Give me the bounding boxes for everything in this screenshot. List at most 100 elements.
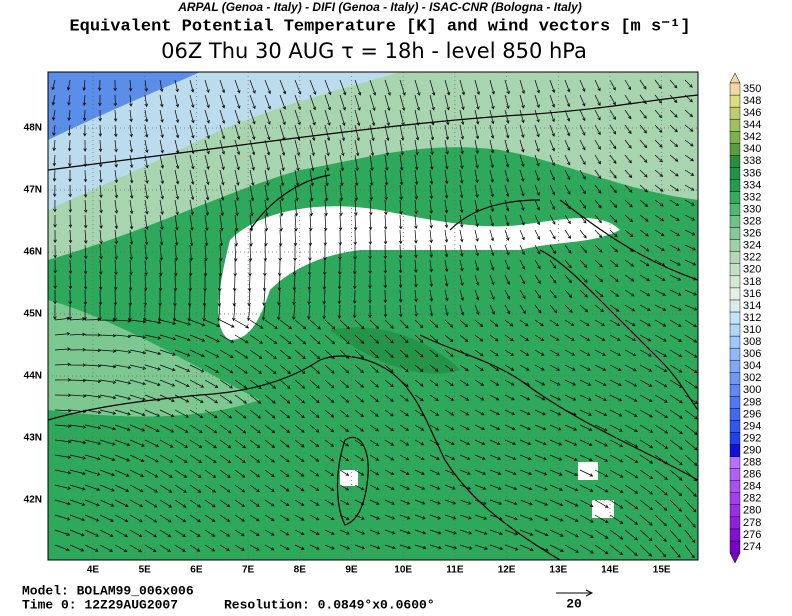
lat-label: 46N bbox=[24, 247, 42, 258]
colorbar-box bbox=[729, 468, 741, 481]
masked-south bbox=[592, 500, 614, 518]
axis-labels: 4E 5E 6E 7E 8E 9E 10E 11E 12E 13E 14E 15E 48N 47N 46N 4… bbox=[24, 123, 671, 576]
colorbar-label: 274 bbox=[743, 541, 761, 553]
model-label: Model: BOLAM99_006x006 bbox=[22, 583, 194, 598]
colorbar-box bbox=[729, 504, 741, 518]
time-label: Time 0: 12Z29AUG2007 bbox=[22, 597, 178, 612]
field-northwest bbox=[48, 72, 400, 210]
colorbar-box bbox=[729, 335, 741, 349]
lon-label: 5E bbox=[139, 565, 152, 576]
colorbar-box bbox=[729, 432, 741, 445]
colorbar-box bbox=[729, 372, 741, 385]
colorbar-box bbox=[729, 396, 741, 409]
lat-label: 43N bbox=[24, 433, 42, 444]
alps-masked bbox=[218, 206, 620, 340]
colorbar-box bbox=[729, 106, 741, 120]
colorbar-label: 336 bbox=[743, 167, 761, 179]
colorbar-box bbox=[729, 492, 741, 505]
colorbar-box bbox=[729, 82, 741, 96]
colorbar-box bbox=[729, 215, 741, 228]
colorbar-label: 286 bbox=[743, 469, 761, 481]
colorbar-box bbox=[729, 94, 741, 108]
map-frame bbox=[47, 71, 699, 561]
colorbar-label: 324 bbox=[743, 240, 761, 252]
colorbar-label: 276 bbox=[743, 529, 761, 541]
colorbar-box bbox=[729, 155, 741, 168]
colorbar-label: 328 bbox=[743, 215, 761, 227]
coast-adriatic bbox=[419, 334, 698, 481]
colorbar-label: 346 bbox=[743, 107, 761, 119]
institutions: ARPAL (Genoa - Italy) - DIFI (Genoa - It… bbox=[177, 0, 582, 14]
colorbar-label: 318 bbox=[743, 276, 761, 288]
graticule bbox=[48, 72, 698, 560]
colorbar-label: 326 bbox=[743, 228, 761, 240]
colorbar-box bbox=[729, 227, 741, 240]
lon-label: 12E bbox=[498, 565, 516, 576]
colorbar-box bbox=[729, 347, 741, 361]
colorbar-box bbox=[729, 251, 741, 264]
lon-label: 7E bbox=[242, 565, 255, 576]
colorbar-label: 344 bbox=[743, 119, 761, 131]
colorbar-label: 342 bbox=[743, 131, 761, 143]
colorbar-label: 334 bbox=[743, 179, 761, 191]
colorbar-box bbox=[729, 456, 741, 469]
colorbar-box bbox=[729, 420, 741, 433]
colorbar-box bbox=[729, 239, 741, 252]
colorbar-label: 320 bbox=[743, 264, 761, 276]
colorbar-label: 306 bbox=[743, 348, 761, 360]
lat-label: 45N bbox=[24, 309, 42, 320]
colorbar-label: 308 bbox=[743, 336, 761, 348]
reference-label: 20 bbox=[566, 596, 582, 611]
masked-apennines bbox=[578, 462, 598, 480]
colorbar-label: 338 bbox=[743, 155, 761, 167]
colorbar-box bbox=[729, 480, 741, 493]
reference-arrow bbox=[556, 589, 594, 597]
lon-label: 11E bbox=[446, 565, 464, 576]
colorbar-label: 314 bbox=[743, 300, 761, 312]
colorbar-label: 296 bbox=[743, 408, 761, 420]
borders bbox=[249, 174, 698, 281]
colorbar-label: 304 bbox=[743, 360, 761, 372]
colorbar-box bbox=[729, 516, 741, 530]
field-po bbox=[330, 327, 460, 374]
colorbar-box bbox=[729, 203, 741, 216]
colorbar-label: 282 bbox=[743, 493, 761, 505]
colorbar-box bbox=[729, 299, 741, 313]
colorbar-box bbox=[729, 275, 741, 289]
colorbar-label: 316 bbox=[743, 288, 761, 300]
title: Equivalent Potential Temperature [K] and… bbox=[69, 17, 690, 36]
colorbar-label: 298 bbox=[743, 396, 761, 408]
lon-label: 14E bbox=[601, 565, 619, 576]
masked-corsica bbox=[340, 470, 358, 486]
colorbar-box bbox=[729, 143, 741, 156]
colorbar-label: 288 bbox=[743, 457, 761, 469]
lon-label: 4E bbox=[87, 565, 100, 576]
colorbar-label: 290 bbox=[743, 444, 761, 456]
resolution-label: Resolution: 0.0849°x0.0600° bbox=[224, 597, 435, 612]
lon-label: 10E bbox=[394, 565, 412, 576]
colorbar-label: 322 bbox=[743, 252, 761, 264]
colorbar-label: 310 bbox=[743, 324, 761, 336]
lon-label: 15E bbox=[653, 565, 671, 576]
lon-label: 13E bbox=[549, 565, 567, 576]
coast-tyrrhenian bbox=[48, 355, 561, 560]
field-west bbox=[48, 300, 260, 417]
lon-label: 8E bbox=[294, 565, 307, 576]
colorbar-label: 294 bbox=[743, 420, 761, 432]
colorbar-box bbox=[729, 118, 741, 132]
colorbar-min-triangle bbox=[729, 552, 741, 564]
colorbar-label: 302 bbox=[743, 372, 761, 384]
colorbar-box bbox=[729, 167, 741, 180]
colorbar-label: 300 bbox=[743, 384, 761, 396]
colorbar-box bbox=[729, 131, 741, 144]
colorbar-box bbox=[729, 179, 741, 192]
colorbar-label: 280 bbox=[743, 505, 761, 517]
colorbar: 2742762782802822842862882902922942962983… bbox=[729, 72, 761, 564]
lon-label: 6E bbox=[190, 565, 203, 576]
lat-label: 42N bbox=[24, 495, 42, 506]
colorbar-label: 348 bbox=[743, 95, 761, 107]
colorbar-label: 330 bbox=[743, 203, 761, 215]
colorbar-box bbox=[729, 540, 741, 554]
colorbar-box bbox=[729, 263, 741, 277]
